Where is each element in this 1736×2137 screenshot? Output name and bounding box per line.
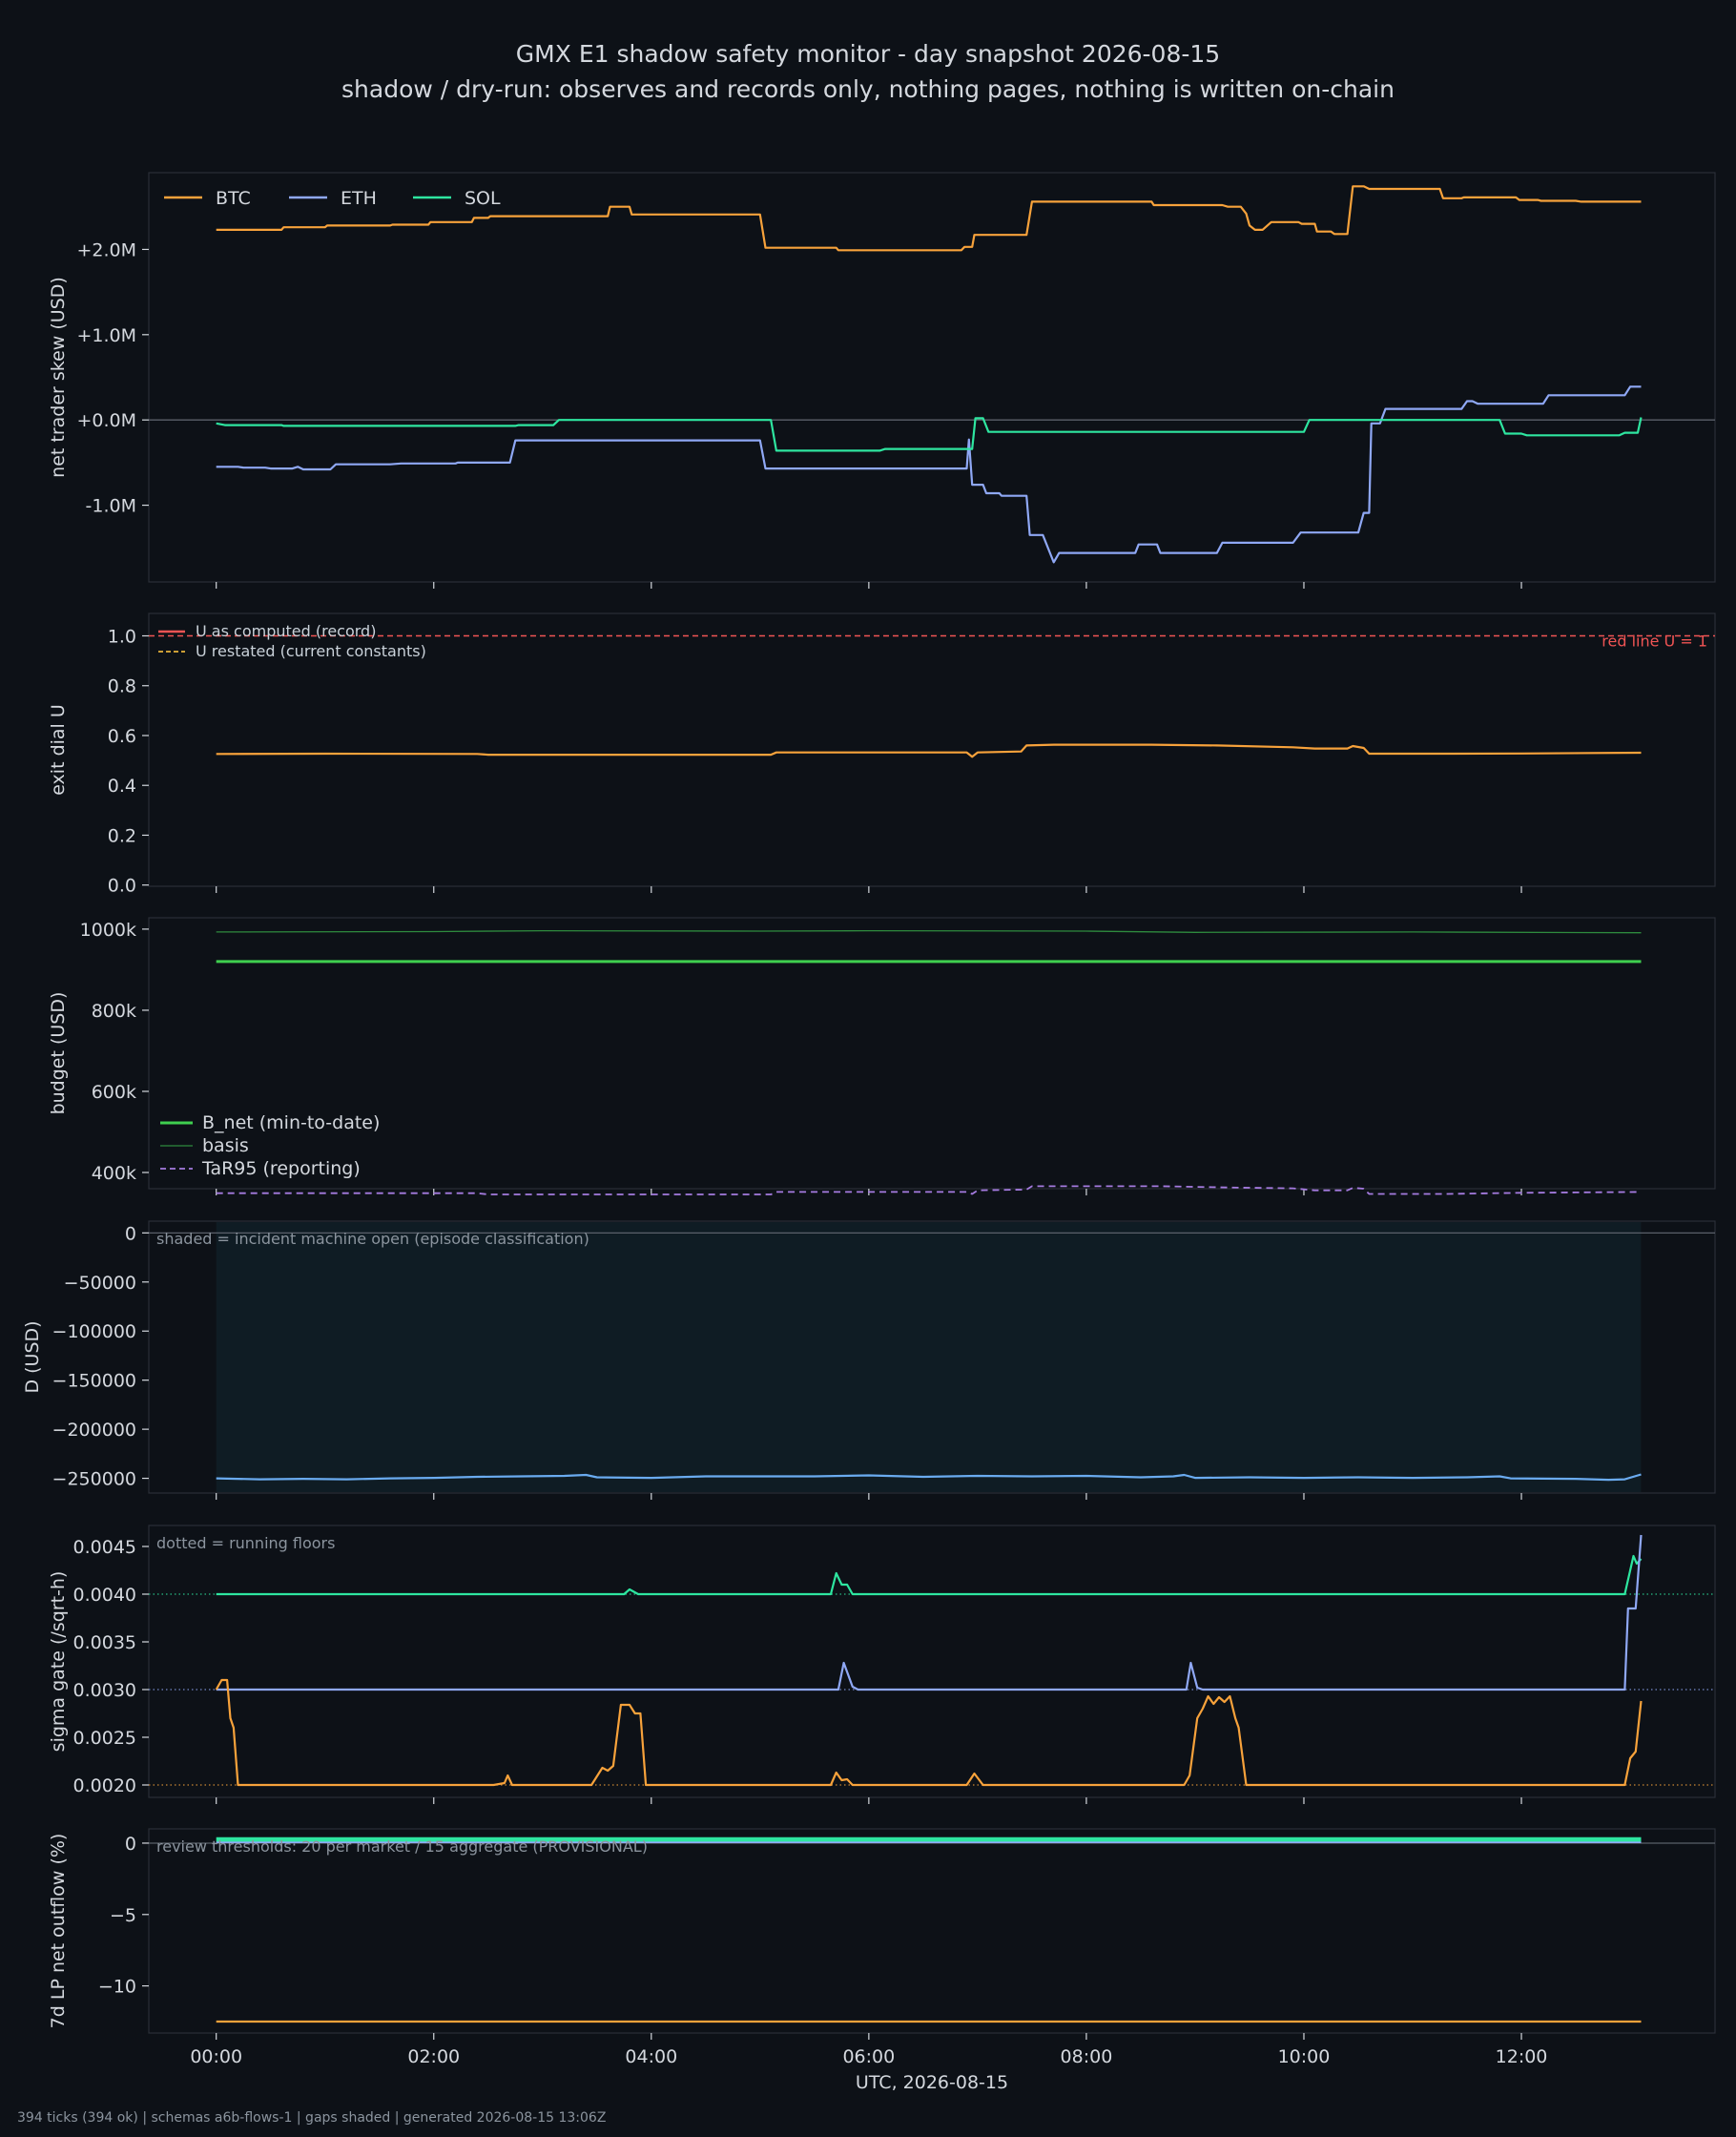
panel-frame: [148, 1525, 1716, 1798]
panel-frame: [148, 172, 1716, 583]
y-tick-label: +0.0M: [76, 410, 136, 431]
y-tick-label: 0.0020: [73, 1775, 136, 1796]
y-tick-label: −200000: [52, 1420, 136, 1441]
y-axis-label: D (USD): [22, 1320, 43, 1393]
y-tick-label: 0.2: [108, 825, 136, 846]
title-block: GMX E1 shadow safety monitor - day snaps…: [0, 36, 1736, 107]
y-tick-label: −150000: [52, 1371, 136, 1392]
series-line-d: [216, 1473, 1642, 1482]
y-axis-label: budget (USD): [48, 992, 69, 1115]
panel-frame: [148, 917, 1716, 1190]
panel-drawdown: −250000 −200000 −150000 −100000 −50000 0 D (US…: [22, 1220, 1716, 1500]
x-tick-label: 08:00: [1061, 2046, 1113, 2067]
page-subtitle: shadow / dry-run: observes and records o…: [341, 75, 1395, 103]
y-tick-label: 0.0035: [73, 1632, 136, 1653]
series-line-basis: [216, 929, 1642, 934]
y-axis-label: sigma gate (/sqrt-h): [48, 1571, 69, 1753]
series-line-sol: [216, 1554, 1643, 1596]
panel-frame: [148, 1828, 1716, 2034]
panel-exit_dial: 0.0 0.2 0.4 0.6 0.8 1.0 exit dial U red line U …: [48, 612, 1716, 897]
x-tick-label: 00:00: [190, 2046, 242, 2067]
legend-label: BTC: [216, 188, 251, 209]
y-tick-label: 0: [125, 1223, 136, 1244]
series-line-tar95-reporting-: [216, 1185, 1642, 1195]
series-line-sol: [216, 417, 1643, 452]
legend-label: U restated (current constants): [196, 642, 426, 660]
incident-shade: [216, 1222, 1642, 1492]
legend-label: B_net (min-to-date): [202, 1112, 380, 1133]
y-tick-label: 0.4: [108, 776, 136, 797]
y-tick-label: 0.0040: [73, 1585, 136, 1606]
y-tick-label: -1.0M: [86, 496, 136, 517]
y-tick-label: 0.6: [108, 726, 136, 747]
y-tick-label: 0.0030: [73, 1680, 136, 1701]
y-tick-label: 1.0: [108, 627, 136, 648]
x-tick-label: 12:00: [1496, 2046, 1548, 2067]
panel-skew: -1.0M +0.0M +1.0M +2.0M net trader skew (USD…: [48, 172, 1716, 589]
panel-frame: [148, 612, 1716, 887]
footer-status: 394 ticks (394 ok) | schemas a6b-flows-1…: [17, 2110, 607, 2126]
panel-sigma_gate: 0.0020 0.0025 0.0030 0.0035 0.0040 0.0045sigm…: [48, 1525, 1716, 1804]
y-axis-label: net trader skew (USD): [48, 277, 69, 478]
panel-annotation: dotted = running floors: [156, 1534, 335, 1552]
series-line-eth: [216, 1534, 1643, 1691]
y-tick-label: −100000: [52, 1321, 136, 1342]
y-tick-label: 0: [125, 1834, 136, 1855]
series-line-btc: [216, 185, 1642, 252]
y-tick-label: −10: [98, 1977, 136, 1998]
y-tick-label: 0.0045: [73, 1537, 136, 1558]
x-tick-label: 02:00: [407, 2046, 460, 2067]
panel-annotation: review thresholds: 20 per market / 15 ag…: [156, 1837, 648, 1856]
panel-annotation: shaded = incident machine open (episode …: [156, 1230, 589, 1248]
y-tick-label: 800k: [92, 1001, 136, 1022]
series-line-eth: [216, 385, 1642, 564]
y-axis-label: exit dial U: [48, 704, 69, 796]
y-axis-label: 7d LP net outflow (%): [48, 1834, 69, 2029]
page-title: GMX E1 shadow safety monitor - day snaps…: [515, 40, 1221, 68]
y-tick-label: 0.8: [108, 676, 136, 697]
y-tick-label: +1.0M: [76, 325, 136, 346]
y-tick-label: 600k: [92, 1082, 136, 1103]
x-tick-label: 06:00: [842, 2046, 895, 2067]
x-tick-label: 10:00: [1278, 2046, 1331, 2067]
series-line-u-as-computed-record-: [216, 743, 1642, 758]
legend-label: SOL: [465, 188, 501, 209]
series-line-btc: [215, 1678, 1643, 1787]
y-tick-label: 0.0: [108, 876, 136, 897]
y-tick-label: +2.0M: [76, 239, 136, 260]
x-tick-label: 04:00: [625, 2046, 677, 2067]
y-tick-label: 400k: [92, 1163, 136, 1184]
y-tick-label: −50000: [64, 1273, 136, 1294]
legend-label: ETH: [341, 188, 377, 209]
y-tick-label: −250000: [52, 1469, 136, 1490]
legend-label: TaR95 (reporting): [201, 1158, 361, 1179]
y-tick-label: 1000k: [80, 920, 136, 941]
legend-label: basis: [202, 1135, 249, 1156]
red-line-annotation: red line U = 1: [1602, 633, 1707, 651]
x-axis-label: UTC, 2026-08-15: [856, 2072, 1008, 2093]
panel-budget: 400k 600k 800k 1000k budget (USD) B_net (min-…: [48, 917, 1716, 1195]
panel-lp_outflow: −10 −5 0 7d LP net outflow (%) review thresh…: [48, 1828, 1716, 2093]
y-tick-label: −5: [110, 1905, 136, 1926]
y-tick-label: 0.0025: [73, 1728, 136, 1749]
legend-label: U as computed (record): [196, 622, 376, 640]
